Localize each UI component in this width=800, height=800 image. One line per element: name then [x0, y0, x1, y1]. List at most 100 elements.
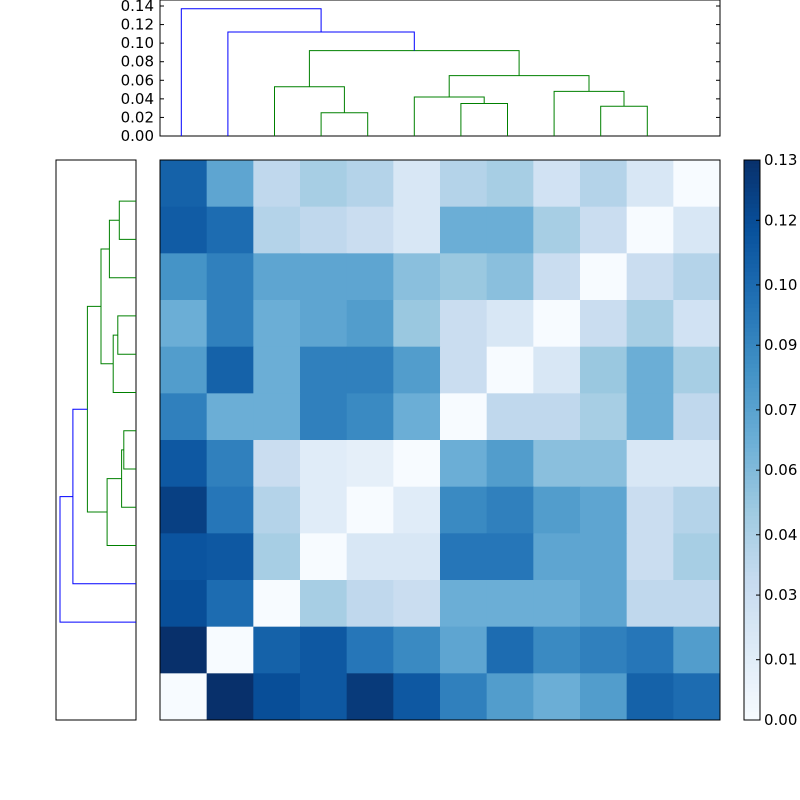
top-dendrogram-ytick-label: 0.12: [121, 16, 154, 34]
heatmap-cell: [533, 346, 581, 394]
heatmap-cell: [673, 393, 721, 441]
colorbar-segment: [744, 544, 760, 549]
colorbar-segment: [744, 608, 760, 613]
colorbar-segment: [744, 680, 760, 685]
colorbar-segment: [744, 684, 760, 689]
heatmap-cell: [626, 440, 674, 488]
colorbar-segment: [744, 540, 760, 545]
colorbar-segment: [744, 444, 760, 449]
heatmap-cell: [206, 206, 254, 254]
heatmap-cell: [160, 486, 208, 534]
heatmap-cell: [533, 580, 581, 628]
colorbar-segment: [744, 636, 760, 641]
colorbar-segment: [744, 272, 760, 277]
heatmap-cell: [346, 486, 394, 534]
colorbar-segment: [744, 460, 760, 465]
heatmap-cell: [486, 206, 534, 254]
heatmap-cell: [440, 253, 488, 301]
heatmap-cell: [393, 673, 441, 721]
heatmap-cell: [486, 673, 534, 721]
colorbar-segment: [744, 408, 760, 413]
colorbar-segment: [744, 560, 760, 565]
heatmap-cell: [346, 253, 394, 301]
heatmap-cell: [393, 486, 441, 534]
left-dendrogram-link: [118, 200, 136, 240]
heatmap-cell: [393, 346, 441, 394]
heatmap-cell: [393, 580, 441, 628]
colorbar-segment: [744, 552, 760, 557]
left-dendrogram-link: [86, 305, 108, 513]
colorbar-segment: [744, 548, 760, 553]
colorbar-segment: [744, 420, 760, 425]
colorbar-segment: [744, 672, 760, 677]
colorbar-segment: [744, 396, 760, 401]
heatmap-cell: [533, 393, 581, 441]
heatmap-cell: [486, 580, 534, 628]
heatmap-cell: [580, 440, 628, 488]
heatmap-cell: [486, 626, 534, 674]
heatmap-cell: [533, 533, 581, 581]
heatmap-cell: [160, 533, 208, 581]
heatmap-cell: [160, 160, 208, 208]
heatmap-cell: [626, 580, 674, 628]
heatmap-cell: [580, 160, 628, 208]
colorbar-tick-label: 0.06: [764, 461, 797, 479]
colorbar-segment: [744, 332, 760, 337]
heatmap-cell: [253, 253, 301, 301]
colorbar-segment: [744, 324, 760, 329]
colorbar-segment: [744, 304, 760, 309]
heatmap-cell: [440, 393, 488, 441]
colorbar-segment: [744, 368, 760, 373]
top-dendrogram-ytick-label: 0.08: [121, 53, 154, 71]
colorbar-tick-label: 0.00: [764, 711, 797, 729]
colorbar-segment: [744, 568, 760, 573]
colorbar-segment: [744, 564, 760, 569]
heatmap-cell: [346, 393, 394, 441]
colorbar-segment: [744, 604, 760, 609]
colorbar-segment: [744, 256, 760, 261]
heatmap-cell: [160, 393, 208, 441]
heatmap-cell: [253, 580, 301, 628]
colorbar-segment: [744, 216, 760, 221]
heatmap-cell: [206, 253, 254, 301]
colorbar-segment: [744, 316, 760, 321]
colorbar-segment: [744, 532, 760, 537]
colorbar-segment: [744, 528, 760, 533]
heatmap-cell: [626, 160, 674, 208]
colorbar-segment: [744, 476, 760, 481]
colorbar-segment: [744, 392, 760, 397]
heatmap-cell: [486, 346, 534, 394]
heatmap-cell: [393, 393, 441, 441]
heatmap-cell: [440, 580, 488, 628]
heatmap-cell: [300, 626, 348, 674]
colorbar-segment: [744, 360, 760, 365]
heatmap-cell: [393, 626, 441, 674]
colorbar-segment: [744, 160, 760, 165]
top-dendrogram-ytick-label: 0.04: [121, 90, 154, 108]
colorbar-segment: [744, 196, 760, 201]
colorbar-segment: [744, 348, 760, 353]
heatmap-cell: [580, 533, 628, 581]
top-dendrogram-ytick-label: 0.10: [121, 34, 154, 52]
colorbar-segment: [744, 496, 760, 501]
heatmap-cell: [440, 206, 488, 254]
heatmap-cell: [160, 440, 208, 488]
colorbar-segment: [744, 372, 760, 377]
heatmap-cell: [626, 300, 674, 348]
heatmap-cell: [580, 626, 628, 674]
heatmap-cell: [486, 486, 534, 534]
colorbar-segment: [744, 704, 760, 709]
heatmap-cell: [533, 300, 581, 348]
colorbar-segment: [744, 192, 760, 197]
heatmap-cell: [253, 206, 301, 254]
colorbar-segment: [744, 632, 760, 637]
heatmap-cell: [533, 253, 581, 301]
colorbar-segment: [744, 576, 760, 581]
colorbar-segment: [744, 660, 760, 665]
colorbar-segment: [744, 344, 760, 349]
heatmap-cell: [206, 580, 254, 628]
colorbar-segment: [744, 172, 760, 177]
heatmap-cell: [440, 626, 488, 674]
colorbar-segment: [744, 436, 760, 441]
